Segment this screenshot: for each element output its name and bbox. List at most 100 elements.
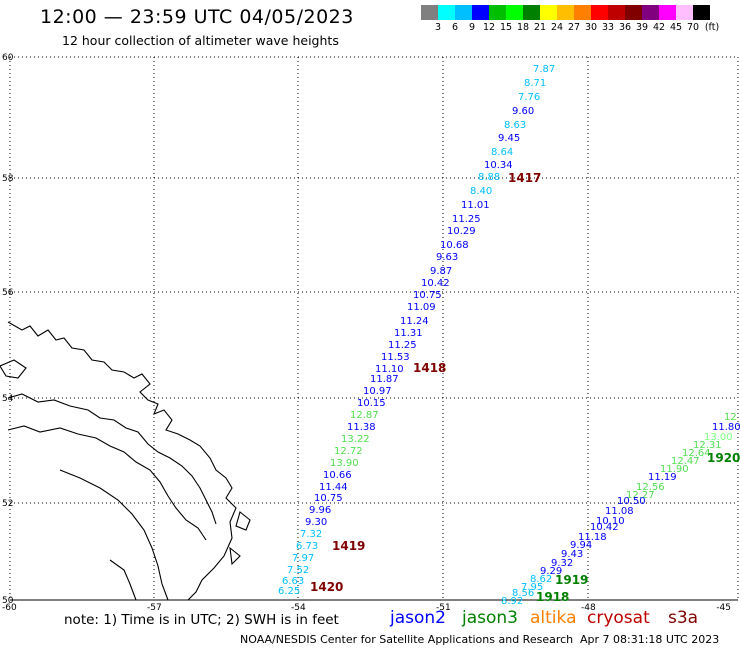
swh-label: 12.31 <box>693 440 722 451</box>
legend-swatch <box>676 5 693 20</box>
swh-label: 9.96 <box>309 505 331 516</box>
legend-swatch <box>455 5 472 20</box>
swh-label: 6.63 <box>282 576 304 587</box>
swh-label: 12.56 <box>636 482 665 493</box>
swh-label: 8.64 <box>491 147 513 158</box>
legend-swatch <box>472 5 489 20</box>
swh-label: 12.64 <box>682 448 711 459</box>
lat-tick-label: 60 <box>2 53 14 63</box>
legend-swatch <box>489 5 506 20</box>
lon-tick-label: -57 <box>147 603 162 613</box>
lon-tick-label: -54 <box>291 603 306 613</box>
swh-label: 7.76 <box>518 92 540 103</box>
legend-swatch <box>591 5 608 20</box>
legend-label: 39 <box>635 22 649 33</box>
lat-tick-label: 52 <box>2 499 13 509</box>
lat-tick-label: 54 <box>2 394 14 404</box>
swh-label: 9.43 <box>561 549 583 560</box>
swh-label: 10.15 <box>357 398 386 409</box>
legend-swatch <box>421 5 438 20</box>
swh-label: 7.32 <box>300 529 322 540</box>
legend-label: 21 <box>533 22 547 33</box>
lat-tick-label: 56 <box>2 288 14 298</box>
swh-label: 6.25 <box>278 586 300 597</box>
swh-label: 9.94 <box>570 540 592 551</box>
legend-swatch <box>574 5 591 20</box>
swh-label: 12.47 <box>671 456 700 467</box>
lon-tick-label: -60 <box>2 603 17 613</box>
swh-label: 7.87 <box>533 64 555 75</box>
swh-label: 11.01 <box>461 200 490 211</box>
swh-label: 10.68 <box>440 240 469 251</box>
swh-label: 11.18 <box>578 532 607 543</box>
swh-label: 11.44 <box>319 482 348 493</box>
swh-label: 9.60 <box>512 106 534 117</box>
swh-label: 11.09 <box>407 302 436 313</box>
swh-label: 8.71 <box>524 78 546 89</box>
legend-swatch <box>625 5 642 20</box>
pass-id-label: 1420 <box>310 580 343 594</box>
swh-label: 11.08 <box>605 506 634 517</box>
lon-tick-label: -48 <box>581 603 596 613</box>
pass-id-label: 1418 <box>413 361 446 375</box>
swh-label: 13.90 <box>330 458 359 469</box>
legend-label: (ft) <box>704 22 720 33</box>
swh-label: 10.50 <box>617 496 646 507</box>
satellite-cryosat: cryosat <box>587 608 650 628</box>
legend-label: 6 <box>451 22 459 33</box>
legend-label: 45 <box>669 22 683 33</box>
swh-label: 7.97 <box>292 553 314 564</box>
swh-label: 8.40 <box>470 186 492 197</box>
graticule: 60 58 56 54 52 50-60 -57 -54 -51 -48 -45 <box>2 53 739 613</box>
swh-label: 10.97 <box>363 386 392 397</box>
coastline-island-1 <box>0 359 27 379</box>
swh-label: 13.22 <box>341 434 370 445</box>
swh-label: 11.87 <box>370 374 399 385</box>
satellite-s3a: s3a <box>668 608 699 628</box>
swh-label: 12.87 <box>350 410 379 421</box>
coastline <box>0 321 251 601</box>
lon-tick-label: -51 <box>436 603 451 613</box>
coastline-labrador <box>7 321 237 601</box>
coastline-inner-4 <box>109 559 137 601</box>
pass-id-label: 1919 <box>555 573 588 587</box>
swh-label: 8.56 <box>512 588 534 599</box>
legend-swatch <box>523 5 540 20</box>
swh-label: 9.87 <box>430 266 452 277</box>
map-title: 12:00 — 23:59 UTC 04/05/2023 <box>40 6 354 28</box>
swh-label: 12.72 <box>334 446 363 457</box>
swh-label: 11.80 <box>712 422 740 433</box>
swh-label: 11.25 <box>452 214 481 225</box>
swh-label: 10.66 <box>323 470 352 481</box>
swh-label: 9.29 <box>540 566 562 577</box>
swh-label: 11.31 <box>394 328 423 339</box>
coastline-inner-2 <box>7 425 207 541</box>
swh-label: 11.10 <box>375 364 404 375</box>
swh-label: 9.32 <box>551 558 573 569</box>
swh-label: 8.88 <box>478 172 500 183</box>
satellite-altika: altika <box>530 608 577 628</box>
timestamp-text: Apr 7 08:31:18 UTC 2023 <box>580 633 720 646</box>
swh-label: 7.52 <box>287 565 309 576</box>
swh-label: 10.75 <box>413 290 442 301</box>
swh-label: 10.29 <box>447 226 476 237</box>
swh-label: 11.38 <box>347 422 376 433</box>
satellite-jason2: jason2 <box>390 608 446 628</box>
swh-label: 8.92 <box>501 596 523 607</box>
legend-label: 42 <box>652 22 666 33</box>
legend-label: 12 <box>482 22 496 33</box>
color-legend: 3 6 9 12 15 18 21 24 27 30 33 36 39 42 45 70 (ft) <box>421 5 719 33</box>
swh-label: 12.27 <box>626 490 655 501</box>
legend-label: 18 <box>516 22 530 33</box>
lat-tick-label: 50 <box>2 596 14 606</box>
coastline-island-3 <box>229 546 241 566</box>
pass-id-label: 1920 <box>707 451 740 465</box>
swh-label: 10.75 <box>314 493 343 504</box>
legend-label: 36 <box>618 22 632 33</box>
pass-id-label: 1419 <box>332 539 365 553</box>
legend-swatch <box>540 5 557 20</box>
swh-label: 11.19 <box>648 472 677 483</box>
swh-label: 8.62 <box>530 574 552 585</box>
coastline-inner-1 <box>7 393 217 525</box>
